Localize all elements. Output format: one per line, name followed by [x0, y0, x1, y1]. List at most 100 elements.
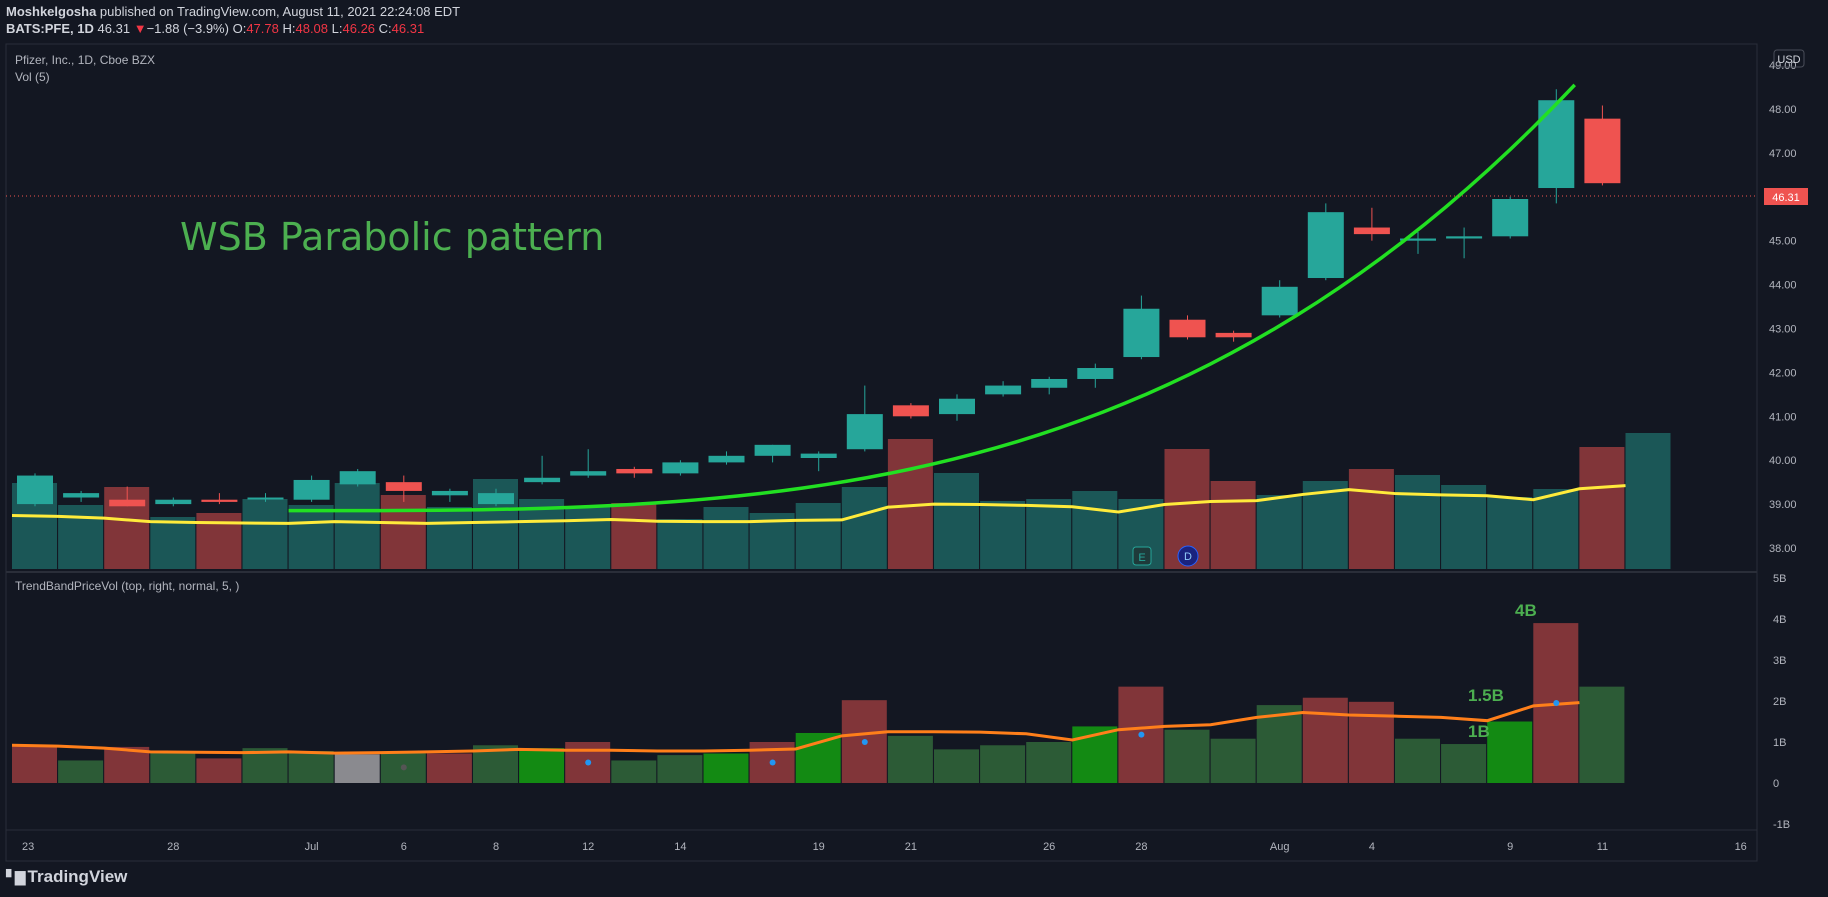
candle-body: [155, 499, 192, 505]
candle-body: [478, 493, 514, 505]
low-value: 46.26: [342, 21, 376, 36]
author[interactable]: Moshkelgosha: [6, 4, 97, 19]
vol-legend[interactable]: Vol (5): [15, 70, 50, 84]
dividend-marker-label: D: [1184, 551, 1192, 563]
trend-volume-bar: [703, 753, 749, 783]
volume-bar: [1256, 495, 1302, 569]
trend-ma-line: [11, 701, 1580, 755]
candle-body: [985, 385, 1022, 395]
volume-bar: [288, 505, 334, 569]
volume-bar: [380, 495, 426, 569]
trend-volume-bar: [611, 760, 657, 783]
trend-volume-bar: [426, 753, 472, 783]
candle-body: [293, 479, 330, 500]
trend-volume-bar: [1302, 697, 1348, 783]
candle-body: [662, 462, 699, 474]
price-tick-label: 47.00: [1769, 148, 1797, 160]
trend-volume-bar: [1579, 686, 1625, 783]
price-tick-label: 42.00: [1769, 367, 1797, 379]
axes: 38.00 39.00 40.00 41.00 42.00 43.00 44.00 45.00…: [22, 60, 1797, 853]
trend-dot: [769, 759, 776, 766]
volume-bar: [1441, 485, 1487, 569]
annotation-1b: 1B: [1468, 722, 1490, 741]
high-label: H:: [282, 21, 296, 36]
time-tick-label: 16: [1735, 841, 1747, 853]
parabola-curve: [288, 83, 1577, 513]
wsb-annotation[interactable]: WSB Parabolic pattern: [180, 215, 604, 259]
candle-body: [1123, 308, 1160, 358]
volume-bar: [242, 499, 288, 569]
trend-volume-bar: [1210, 738, 1256, 783]
lower-legend[interactable]: TrendBandPriceVol (top, right, normal, 5…: [15, 579, 239, 593]
price-tick-label: 44.00: [1769, 280, 1797, 292]
volume-bar: [611, 503, 657, 569]
candle-body: [1261, 286, 1298, 316]
trend-volume-bar: [980, 745, 1026, 783]
volume-tick-label: -1B: [1773, 819, 1790, 831]
candle-body: [109, 499, 146, 507]
tradingview-logo[interactable]: ▘▇ TradingView: [6, 867, 127, 887]
volume-bar: [1579, 447, 1625, 569]
candle-body: [1077, 368, 1114, 379]
candle-body: [1584, 118, 1621, 184]
time-tick-label: 23: [22, 841, 34, 853]
trend-volume-bar: [12, 745, 57, 783]
volume-bar: [565, 507, 611, 569]
trend-volume-bar: [1026, 742, 1072, 783]
price-tick-label: 41.00: [1769, 411, 1797, 423]
candle-body: [754, 444, 791, 456]
earnings-marker-label: E: [1138, 552, 1145, 564]
volume-bar: [1395, 475, 1440, 569]
low-label: L:: [331, 21, 343, 36]
candle-body: [1031, 378, 1068, 388]
candle-body: [1353, 227, 1390, 235]
price-tick-label: 38.00: [1769, 543, 1797, 555]
volume-bar: [1302, 481, 1348, 569]
volume-bar: [519, 499, 565, 569]
volume-bar: [1625, 433, 1671, 569]
price-tick-label: 40.00: [1769, 455, 1797, 467]
trend-volume-bar: [1441, 744, 1487, 783]
dividend-marker[interactable]: D: [1177, 545, 1199, 567]
publish-line: Moshkelgosha published on TradingView.co…: [6, 3, 460, 20]
time-tick-label: 28: [167, 841, 179, 853]
candle-body: [846, 414, 883, 450]
volume-bar: [334, 483, 380, 569]
volume-tick-label: 2B: [1773, 696, 1786, 708]
open-label: O:: [232, 21, 247, 36]
trend-volume-bar: [58, 760, 104, 783]
trend-volume-bar: [334, 754, 380, 783]
down-arrow-icon: ▼: [133, 21, 147, 36]
trend-volume-bar: [887, 735, 933, 783]
earnings-marker[interactable]: E: [1132, 546, 1152, 566]
volume-tick-label: 1B: [1773, 737, 1786, 749]
main-legend-title[interactable]: Pfizer, Inc., 1D, Cboe BZX: [15, 53, 155, 67]
candle-body: [892, 405, 929, 417]
time-tick-label: 8: [493, 841, 499, 853]
time-tick-label: Aug: [1270, 841, 1290, 853]
trend-volume-bar: [1395, 738, 1440, 783]
candle-body: [385, 482, 422, 491]
lower-pane[interactable]: [11, 623, 1625, 783]
main-pane[interactable]: [11, 83, 1671, 569]
candle-body: [708, 455, 745, 463]
open-value: 47.78: [246, 21, 279, 36]
last-price-label: 46.31: [1772, 192, 1800, 204]
price-tick-label: 39.00: [1769, 499, 1797, 511]
candle-body: [524, 477, 561, 483]
price-change: −1.88 (−3.9%): [146, 21, 229, 36]
candle-body: [201, 499, 238, 502]
ohlc-line: BATS:PFE, 1D 46.31 ▼−1.88 (−3.9%) O:47.7…: [6, 20, 460, 37]
currency-badge[interactable]: [1773, 49, 1805, 68]
volume-bar: [703, 507, 749, 569]
volume-bar: [795, 503, 841, 569]
volume-bar: [1487, 497, 1533, 569]
volume-bar: [1533, 489, 1579, 569]
volume-bar: [150, 517, 196, 569]
price-tick-label: 48.00: [1769, 104, 1797, 116]
volume-bar: [58, 505, 104, 569]
currency-label: USD: [1777, 54, 1800, 66]
trend-dot: [400, 764, 407, 771]
trend-dot: [1553, 700, 1560, 707]
